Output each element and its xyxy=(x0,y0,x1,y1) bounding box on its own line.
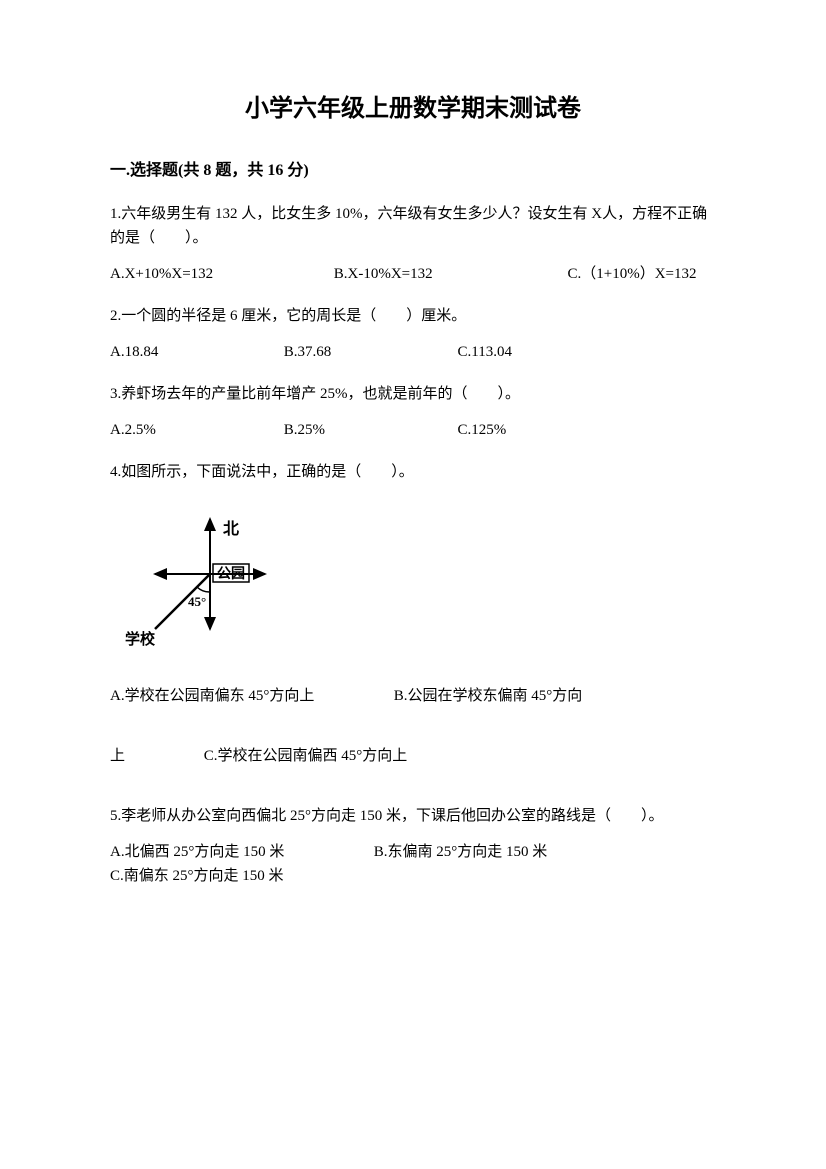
q1-option-b: B.X-10%X=132 xyxy=(334,262,564,286)
question-1: 1.六年级男生有 132 人，比女生多 10%，六年级有女生多少人？设女生有 X… xyxy=(110,202,716,286)
q5-text: 5.李老师从办公室向西偏北 25°方向走 150 米，下课后他回办公室的路线是（… xyxy=(110,804,716,828)
question-3: 3.养虾场去年的产量比前年增产 25%，也就是前年的（ ）。 A.2.5% B.… xyxy=(110,382,716,442)
q1-option-a: A.X+10%X=132 xyxy=(110,262,330,286)
section-header: 一.选择题(共 8 题，共 16 分) xyxy=(110,158,716,184)
angle-label: 45° xyxy=(188,594,206,609)
q4-options-line2: 上 C.学校在公园南偏西 45°方向上 xyxy=(110,744,716,768)
q3-option-b: B.25% xyxy=(284,418,454,442)
compass-diagram-icon: 北 公园 学校 45° xyxy=(110,504,280,654)
q4-options-line1: A.学校在公园南偏东 45°方向上 B.公园在学校东偏南 45°方向 xyxy=(110,684,716,708)
q1-text: 1.六年级男生有 132 人，比女生多 10%，六年级有女生多少人？设女生有 X… xyxy=(110,202,716,250)
q2-option-b: B.37.68 xyxy=(284,340,454,364)
q4-option-c: C.学校在公园南偏西 45°方向上 xyxy=(204,748,408,764)
q3-text: 3.养虾场去年的产量比前年增产 25%，也就是前年的（ ）。 xyxy=(110,382,716,406)
q3-option-a: A.2.5% xyxy=(110,418,280,442)
north-label: 北 xyxy=(223,520,239,538)
q1-options: A.X+10%X=132 B.X-10%X=132 C.（1+10%）X=132 xyxy=(110,262,716,286)
q5-option-a: A.北偏西 25°方向走 150 米 xyxy=(110,840,370,864)
school-label: 学校 xyxy=(125,630,156,648)
q5-option-b: B.东偏南 25°方向走 150 米 xyxy=(374,840,634,864)
q2-text: 2.一个圆的半径是 6 厘米，它的周长是（ ）厘米。 xyxy=(110,304,716,328)
q2-option-a: A.18.84 xyxy=(110,340,280,364)
park-label: 公园 xyxy=(217,566,245,582)
q5-options: A.北偏西 25°方向走 150 米 B.东偏南 25°方向走 150 米 C.… xyxy=(110,840,716,888)
q2-option-c: C.113.04 xyxy=(458,340,512,364)
q4-line2-prefix: 上 xyxy=(110,744,200,768)
q1-option-c: C.（1+10%）X=132 xyxy=(568,262,697,286)
question-2: 2.一个圆的半径是 6 厘米，它的周长是（ ）厘米。 A.18.84 B.37.… xyxy=(110,304,716,364)
q5-option-c: C.南偏东 25°方向走 150 米 xyxy=(110,864,284,888)
page-title: 小学六年级上册数学期末测试卷 xyxy=(110,90,716,128)
q4-diagram: 北 公园 学校 45° xyxy=(110,504,280,654)
q2-options: A.18.84 B.37.68 C.113.04 xyxy=(110,340,716,364)
q3-option-c: C.125% xyxy=(458,418,507,442)
question-5: 5.李老师从办公室向西偏北 25°方向走 150 米，下课后他回办公室的路线是（… xyxy=(110,804,716,888)
q4-option-a: A.学校在公园南偏东 45°方向上 xyxy=(110,684,390,708)
question-4: 4.如图所示，下面说法中，正确的是（ ）。 北 公园 学校 45° A.学校在公… xyxy=(110,460,716,768)
q3-options: A.2.5% B.25% C.125% xyxy=(110,418,716,442)
q4-text: 4.如图所示，下面说法中，正确的是（ ）。 xyxy=(110,460,716,484)
q4-option-b: B.公园在学校东偏南 45°方向 xyxy=(394,684,583,708)
